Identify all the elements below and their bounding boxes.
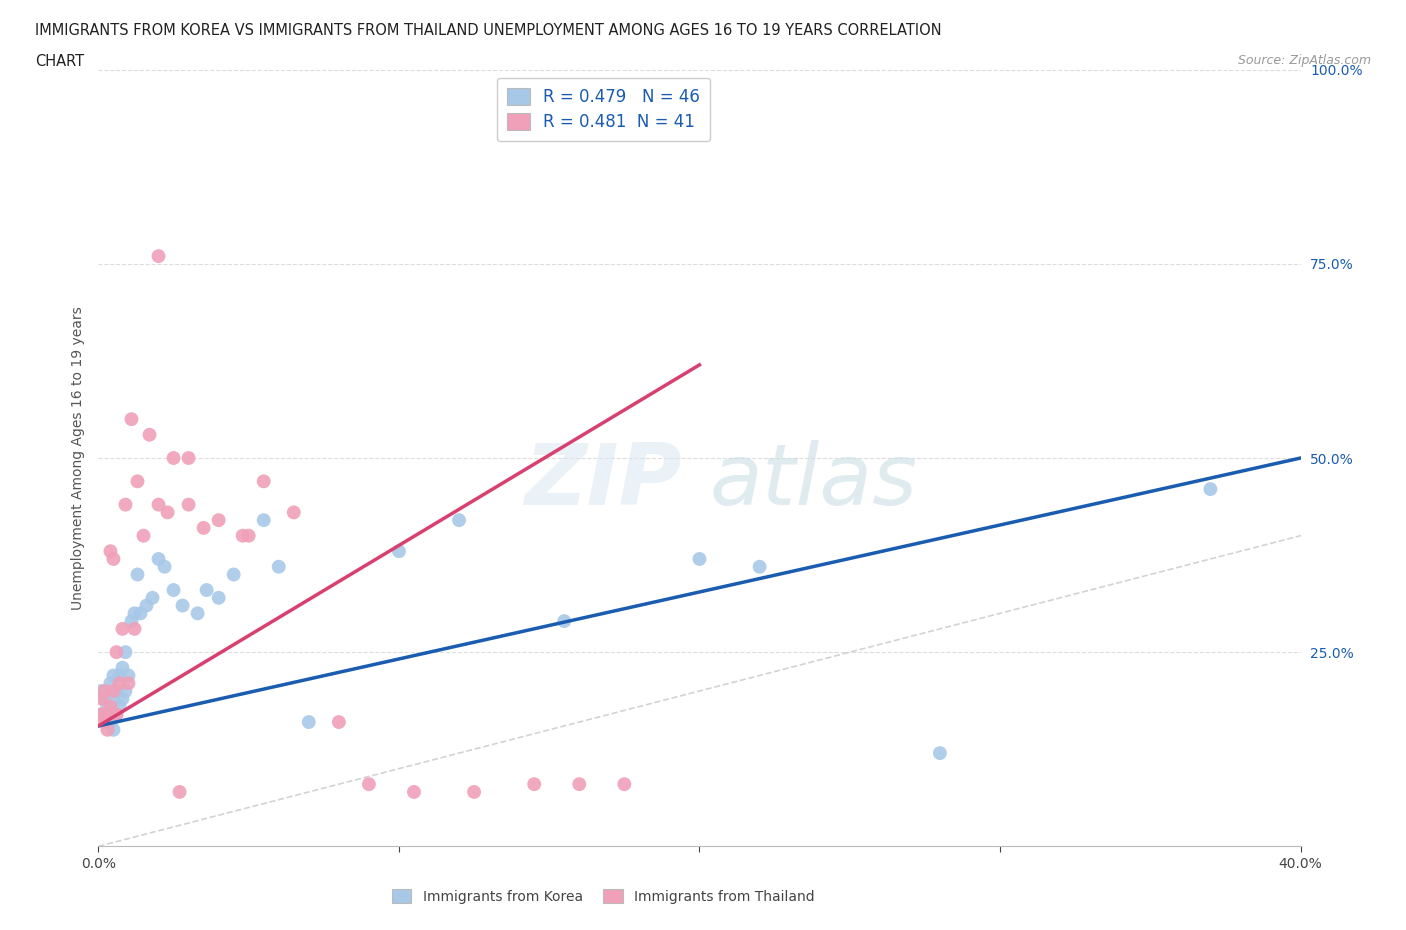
Point xyxy=(96,714,118,729)
Point xyxy=(156,505,179,520)
Point xyxy=(114,498,136,512)
Point xyxy=(111,621,134,636)
Point xyxy=(121,412,143,427)
Point xyxy=(103,707,125,722)
Point xyxy=(114,684,136,698)
Point xyxy=(148,551,170,566)
Point xyxy=(93,691,115,706)
Point xyxy=(108,699,131,714)
Point xyxy=(103,668,125,683)
Text: ZIP: ZIP xyxy=(524,440,682,523)
Point xyxy=(100,544,122,559)
Point xyxy=(105,684,128,698)
Point xyxy=(232,528,254,543)
Point xyxy=(172,598,194,613)
Text: CHART: CHART xyxy=(35,54,84,69)
Point xyxy=(96,707,118,722)
Point xyxy=(105,707,128,722)
Point xyxy=(523,777,546,791)
Point xyxy=(169,785,191,800)
Point xyxy=(162,451,184,466)
Point xyxy=(111,691,134,706)
Point xyxy=(93,684,115,698)
Point xyxy=(328,714,350,729)
Point xyxy=(357,777,380,791)
Point xyxy=(90,684,112,698)
Point xyxy=(100,714,122,729)
Point xyxy=(222,567,245,582)
Y-axis label: Unemployment Among Ages 16 to 19 years: Unemployment Among Ages 16 to 19 years xyxy=(70,306,84,610)
Point xyxy=(105,644,128,659)
Point xyxy=(100,699,122,714)
Point xyxy=(100,676,122,691)
Point xyxy=(463,785,485,800)
Point xyxy=(103,684,125,698)
Point xyxy=(93,707,115,722)
Point xyxy=(124,621,146,636)
Point xyxy=(96,684,118,698)
Text: atlas: atlas xyxy=(710,440,918,523)
Point xyxy=(90,707,112,722)
Point xyxy=(283,505,305,520)
Point xyxy=(402,785,425,800)
Point xyxy=(135,598,157,613)
Point xyxy=(90,691,112,706)
Point xyxy=(208,512,231,527)
Point xyxy=(568,777,591,791)
Point xyxy=(447,512,470,527)
Point xyxy=(103,551,125,566)
Point xyxy=(127,474,149,489)
Point xyxy=(117,668,139,683)
Point xyxy=(253,512,276,527)
Point xyxy=(111,660,134,675)
Point xyxy=(153,559,176,574)
Point xyxy=(553,614,575,629)
Point xyxy=(124,606,146,621)
Point xyxy=(105,707,128,722)
Point xyxy=(103,723,125,737)
Point xyxy=(138,427,160,442)
Text: IMMIGRANTS FROM KOREA VS IMMIGRANTS FROM THAILAND UNEMPLOYMENT AMONG AGES 16 TO : IMMIGRANTS FROM KOREA VS IMMIGRANTS FROM… xyxy=(35,23,942,38)
Point xyxy=(1199,482,1222,497)
Point xyxy=(187,606,209,621)
Point xyxy=(177,451,200,466)
Point xyxy=(148,498,170,512)
Point xyxy=(96,699,118,714)
Point xyxy=(162,582,184,597)
Point xyxy=(177,498,200,512)
Point xyxy=(267,559,290,574)
Point xyxy=(90,707,112,722)
Text: Source: ZipAtlas.com: Source: ZipAtlas.com xyxy=(1237,54,1371,67)
Point xyxy=(96,723,118,737)
Point xyxy=(253,474,276,489)
Point xyxy=(132,528,155,543)
Point xyxy=(208,591,231,605)
Point xyxy=(93,714,115,729)
Point xyxy=(114,644,136,659)
Point xyxy=(127,567,149,582)
Point xyxy=(108,676,131,691)
Point xyxy=(108,668,131,683)
Point xyxy=(929,746,952,761)
Point xyxy=(129,606,152,621)
Point xyxy=(195,582,218,597)
Point xyxy=(141,591,163,605)
Point xyxy=(148,248,170,263)
Point xyxy=(298,714,321,729)
Point xyxy=(748,559,770,574)
Point xyxy=(388,544,411,559)
Point xyxy=(103,691,125,706)
Point xyxy=(193,521,215,536)
Point xyxy=(688,551,710,566)
Legend: Immigrants from Korea, Immigrants from Thailand: Immigrants from Korea, Immigrants from T… xyxy=(387,884,820,910)
Point xyxy=(613,777,636,791)
Point xyxy=(117,676,139,691)
Point xyxy=(121,614,143,629)
Point xyxy=(238,528,260,543)
